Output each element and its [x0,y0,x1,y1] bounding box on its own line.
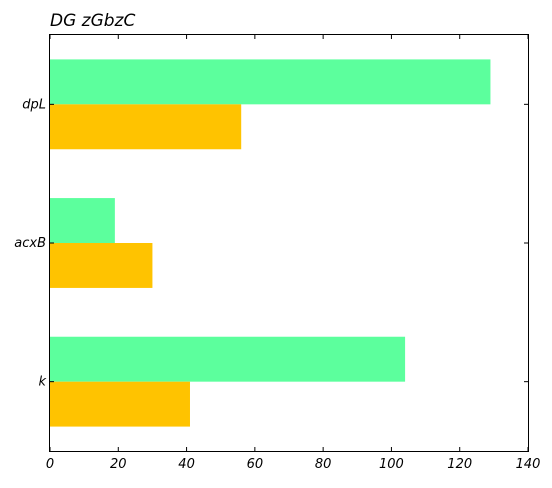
x-tick-label-20: 20 [110,457,127,472]
bar-acxB-series-1 [50,198,115,243]
bars-layer [50,59,491,427]
bar-dpL-series-1 [50,59,491,105]
x-tick-label-120: 120 [447,457,472,472]
x-tick-label-40: 40 [178,457,195,472]
y-tick-label-dpL: dpL [22,97,46,112]
chart-title: DG zGbzC [50,11,135,31]
x-tick-label-60: 60 [247,457,264,472]
y-tick-label-k: k [38,375,46,390]
x-tick-label-80: 80 [315,457,332,472]
bar-k-series-1 [50,336,406,382]
bar-dpL-series-2 [50,104,242,150]
ticks-layer: dpL acxB k 0 20 40 60 80 100 120 140 [14,35,540,472]
bar-k-series-2 [50,381,190,427]
x-tick-label-100: 100 [379,457,404,472]
x-tick-label-140: 140 [516,457,541,472]
plot-area-frame [49,34,529,452]
y-tick-label-acxB: acxB [14,236,46,251]
bar-acxB-series-2 [50,243,153,288]
x-tick-label-0: 0 [46,457,54,472]
